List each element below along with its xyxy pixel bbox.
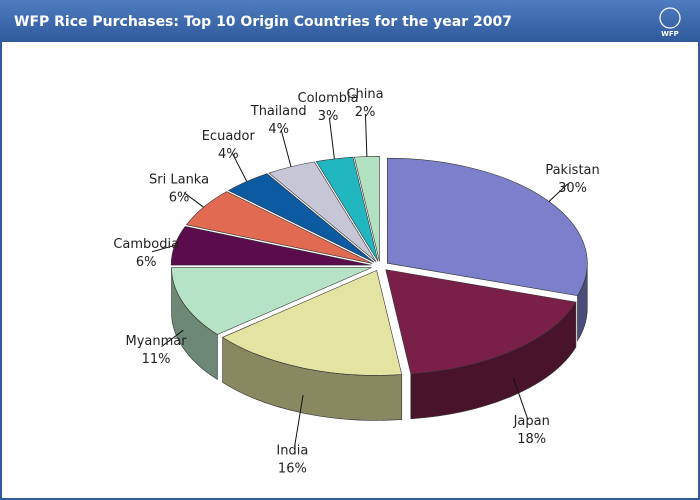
slice	[385, 269, 577, 375]
leader-line	[280, 129, 292, 167]
logo-text: WFP	[661, 30, 679, 38]
slice-label: India	[276, 444, 308, 459]
value-label: 16%	[278, 462, 307, 477]
leader-line	[231, 152, 248, 182]
header	[0, 0, 700, 42]
slice-label: Cambodia	[113, 237, 179, 252]
leader-line	[328, 117, 335, 159]
slice-label: Colombia	[298, 91, 359, 106]
slice	[185, 191, 373, 264]
logo-emblem	[659, 7, 681, 29]
leader-line	[161, 329, 184, 347]
value-label: 4%	[268, 122, 289, 137]
leader-line	[512, 377, 529, 421]
value-label: 6%	[169, 190, 190, 205]
slice	[315, 156, 379, 262]
slice-label: Myanmar	[126, 334, 188, 349]
value-label: 4%	[218, 147, 239, 162]
value-label: 3%	[318, 109, 339, 124]
slice-label: China	[346, 87, 383, 102]
leader-line	[151, 244, 175, 253]
slice	[227, 173, 375, 263]
slice-label: Thailand	[250, 104, 307, 119]
slice-label: Ecuador	[202, 129, 256, 144]
slice	[170, 226, 372, 266]
chart-title: WFP Rice Purchases: Top 10 Origin Countr…	[14, 14, 512, 30]
leader-line	[364, 113, 368, 157]
slice	[386, 157, 588, 296]
slice	[221, 269, 403, 376]
leader-line	[294, 394, 304, 448]
slice	[268, 161, 377, 262]
value-label: 11%	[142, 352, 171, 367]
leader-line	[548, 183, 569, 202]
value-label: 18%	[517, 432, 546, 447]
value-label: 30%	[558, 181, 587, 196]
slice	[171, 267, 372, 335]
leader-line	[183, 192, 204, 208]
slice-label: Sri Lanka	[149, 172, 209, 187]
slice-label: Japan	[513, 414, 550, 429]
value-label: 6%	[136, 255, 157, 270]
slice-label: Pakistan	[545, 163, 599, 178]
value-label: 2%	[355, 105, 376, 120]
